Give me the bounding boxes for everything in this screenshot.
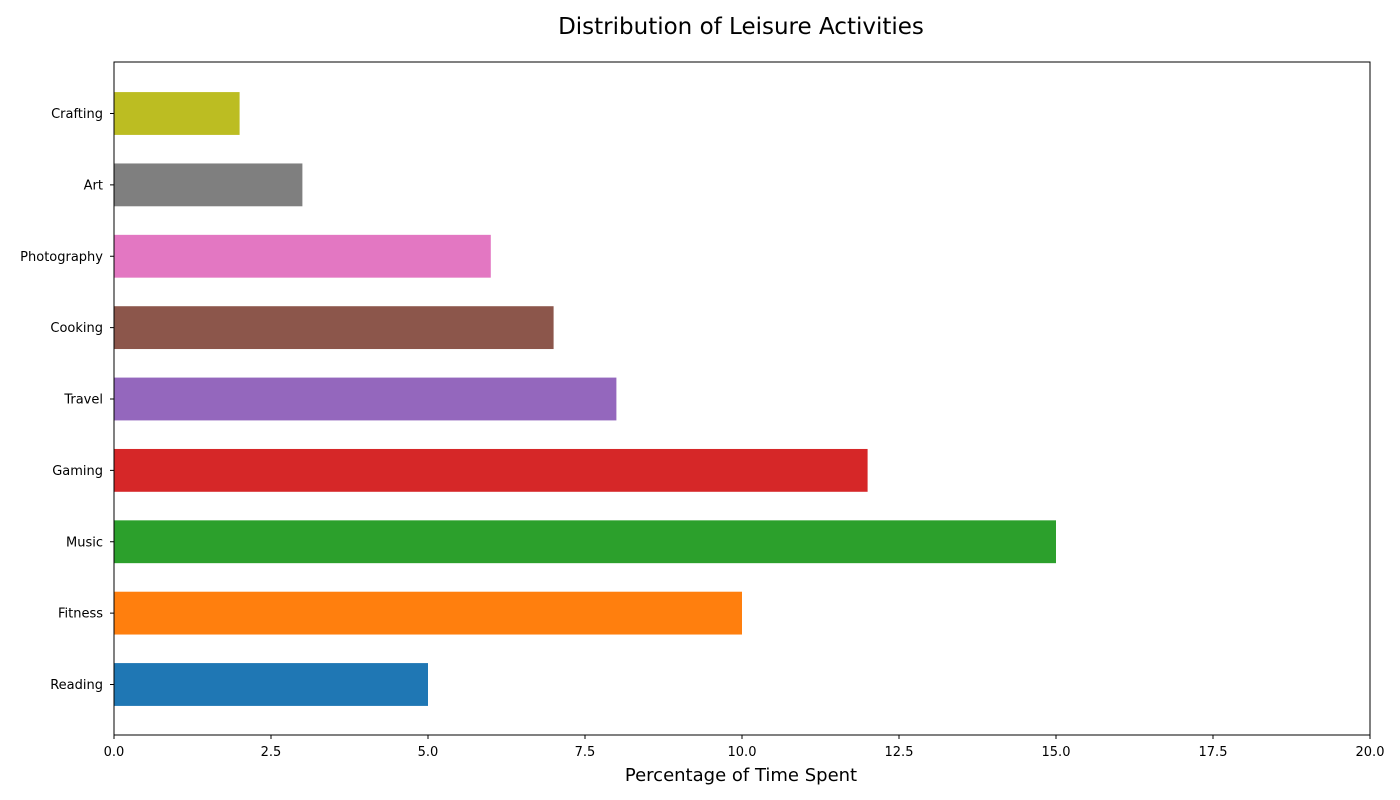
bar-fitness [114,591,742,635]
x-tick-label: 0.0 [104,745,125,760]
y-tick-label-crafting: Crafting [51,107,103,122]
y-tick-label-photography: Photography [20,250,103,265]
y-tick-label-reading: Reading [50,678,103,693]
bar-crafting [114,92,240,135]
y-tick-label-art: Art [84,178,103,193]
x-tick-label: 10.0 [728,745,757,760]
y-tick-label-travel: Travel [63,393,103,408]
x-tick-label: 15.0 [1042,745,1071,760]
x-tick-label: 20.0 [1356,745,1385,760]
y-tick-label-cooking: Cooking [50,321,103,336]
x-tick-label: 12.5 [885,745,914,760]
x-tick-label: 7.5 [575,745,596,760]
bar-cooking [114,306,554,350]
y-tick-label-fitness: Fitness [58,607,103,622]
y-tick-label-music: Music [66,535,103,550]
bars-group [114,92,1056,706]
y-tick-label-gaming: Gaming [52,464,103,479]
x-tick-label: 2.5 [261,745,282,760]
bar-art [114,163,303,207]
x-axis-label: Percentage of Time Spent [625,765,857,786]
x-tick-label: 5.0 [418,745,439,760]
bar-gaming [114,448,868,492]
bar-photography [114,234,491,278]
x-axis-ticks: 0.0 2.5 5.0 7.5 10.0 12.5 15.0 17.5 20.0 [104,735,1385,760]
y-axis-ticks: Reading Fitness Music Gaming Travel Cooking Ph… [20,107,114,693]
bar-reading [114,663,428,706]
chart-title: Distribution of Leisure Activities [558,14,924,40]
x-tick-label: 17.5 [1199,745,1228,760]
plot-frame [113,61,1371,736]
bar-music [114,520,1056,564]
bar-travel [114,377,617,421]
